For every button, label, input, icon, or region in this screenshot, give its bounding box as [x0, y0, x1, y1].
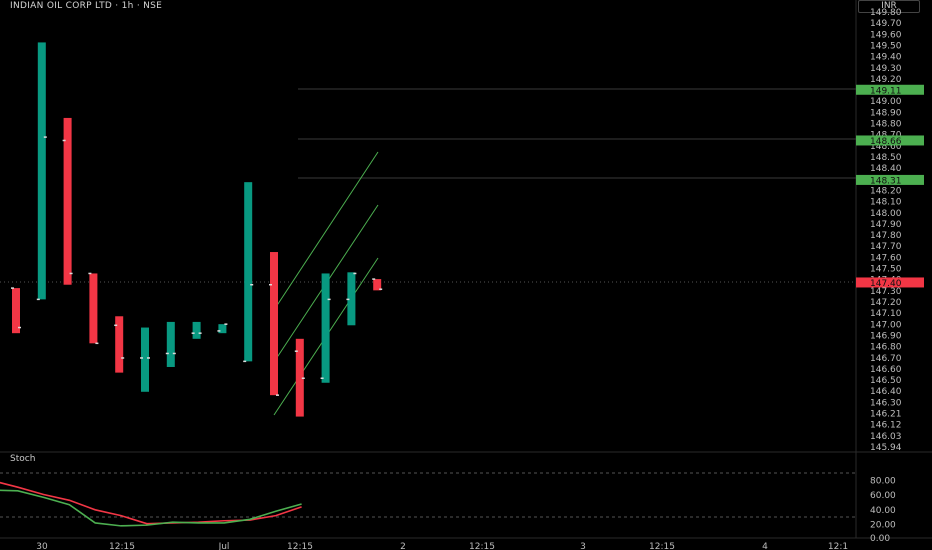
price-tag-2-label: 148.66 — [870, 137, 902, 147]
time-axis-label: 12:15 — [287, 542, 313, 550]
price-axis-label: 146.70 — [870, 354, 902, 364]
price-axis-label: 147.10 — [870, 309, 902, 319]
candle-1[interactable] — [12, 288, 20, 334]
price-tag-4-label: 147.40 — [870, 279, 902, 289]
candle-12[interactable] — [295, 338, 304, 417]
price-axis-label: 147.30 — [870, 287, 902, 297]
price-axis-label: 146.90 — [870, 331, 902, 341]
stoch-indicator-label[interactable]: Stoch — [10, 454, 36, 464]
candle-3[interactable] — [63, 117, 72, 285]
price-axis-label: 149.20 — [870, 75, 902, 85]
stoch-axis-label: 60.00 — [870, 491, 896, 501]
price-axis-label: 149.70 — [870, 19, 902, 29]
time-axis-label: Jul — [218, 542, 230, 550]
price-axis-label: 147.00 — [870, 320, 902, 330]
candle-7[interactable] — [166, 321, 175, 367]
channel-upper-line[interactable] — [273, 151, 379, 311]
time-axis[interactable]: 30 12:15 Jul 12:15 2 12:15 3 12:15 4 12:1 — [36, 542, 848, 550]
price-axis-label: 149.40 — [870, 53, 902, 63]
price-axis-label: 148.60 — [870, 142, 902, 152]
candle-15[interactable] — [373, 279, 382, 291]
time-axis-label: 3 — [580, 542, 586, 550]
price-axis-label: 146.30 — [870, 398, 902, 408]
candle-4[interactable] — [89, 273, 98, 344]
symbol-title[interactable]: INDIAN OIL CORP LTD · 1h · NSE — [10, 1, 163, 11]
price-axis-label: 148.20 — [870, 186, 902, 196]
price-tag-1[interactable] — [856, 84, 924, 95]
stoch-axis-label: 80.00 — [870, 477, 896, 487]
price-axis-label: 146.60 — [870, 365, 902, 375]
time-axis-label: 2 — [400, 542, 406, 550]
stoch-axis-label: 0.00 — [870, 534, 890, 544]
price-axis-label: 147.70 — [870, 242, 902, 252]
price-axis-label: 147.60 — [870, 253, 902, 263]
time-axis-label: 30 — [36, 542, 48, 550]
stoch-axis-label: 20.00 — [870, 520, 896, 530]
price-axis-label: 149.60 — [870, 30, 902, 40]
price-axis-label: 147.20 — [870, 298, 902, 308]
price-axis-label: 147.80 — [870, 231, 902, 241]
time-axis-label: 12:15 — [109, 542, 135, 550]
candle-13[interactable] — [321, 273, 330, 383]
candle-11[interactable] — [270, 252, 278, 396]
price-tag-3-label: 148.31 — [870, 176, 902, 186]
candle-9[interactable] — [218, 324, 227, 334]
time-axis-label: 12:15 — [469, 542, 495, 550]
price-tag-1-label: 149.11 — [870, 86, 902, 96]
stoch-axis-label: 40.00 — [870, 506, 896, 516]
candle-14[interactable] — [347, 272, 356, 326]
price-axis-label: 149.50 — [870, 41, 902, 51]
price-axis-label: 146.03 — [870, 432, 902, 442]
price-axis-label: 148.80 — [870, 120, 902, 130]
time-axis-label: 12:15 — [649, 542, 675, 550]
candle-2[interactable] — [37, 42, 46, 300]
price-axis-label: 148.90 — [870, 108, 902, 118]
price-axis-label: 148.10 — [870, 198, 902, 208]
price-tags: 149.11 148.66 148.31 147.40 — [856, 84, 924, 289]
price-axis-label: 148.50 — [870, 153, 902, 163]
price-axis-label: 145.94 — [870, 443, 902, 453]
stoch-k-line[interactable] — [0, 489, 302, 527]
price-axis-label: 149.00 — [870, 97, 902, 107]
candles-group — [11, 42, 383, 417]
stoch-axis: 80.00 60.00 40.00 20.00 0.00 — [870, 477, 896, 544]
currency-badge[interactable]: INR — [858, 0, 920, 13]
price-axis[interactable]: 149.80149.70149.60149.50149.40149.30149.… — [870, 8, 902, 453]
price-tag-3[interactable] — [856, 174, 924, 185]
price-tag-4[interactable] — [856, 277, 924, 288]
price-axis-label: 148.00 — [870, 209, 902, 219]
candle-6[interactable] — [141, 327, 149, 392]
price-axis-label: 149.30 — [870, 64, 902, 74]
price-axis-label: 148.40 — [870, 164, 902, 174]
price-axis-label: 147.50 — [870, 265, 902, 275]
price-axis-label: 146.80 — [870, 343, 902, 353]
price-axis-label: 146.21 — [870, 410, 902, 420]
candle-5[interactable] — [115, 316, 124, 373]
time-axis-label: 4 — [762, 542, 768, 550]
price-axis-label: 147.90 — [870, 220, 902, 230]
price-axis-label: 149.80 — [870, 8, 902, 18]
price-axis-label: 146.40 — [870, 387, 902, 397]
price-axis-label: 146.50 — [870, 376, 902, 386]
candle-10[interactable] — [244, 182, 253, 362]
price-tag-2[interactable] — [856, 135, 924, 146]
candle-8[interactable] — [192, 321, 201, 339]
price-axis-label: 146.12 — [870, 421, 902, 431]
time-axis-label: 12:1 — [828, 542, 848, 550]
stoch-lines — [0, 481, 302, 527]
